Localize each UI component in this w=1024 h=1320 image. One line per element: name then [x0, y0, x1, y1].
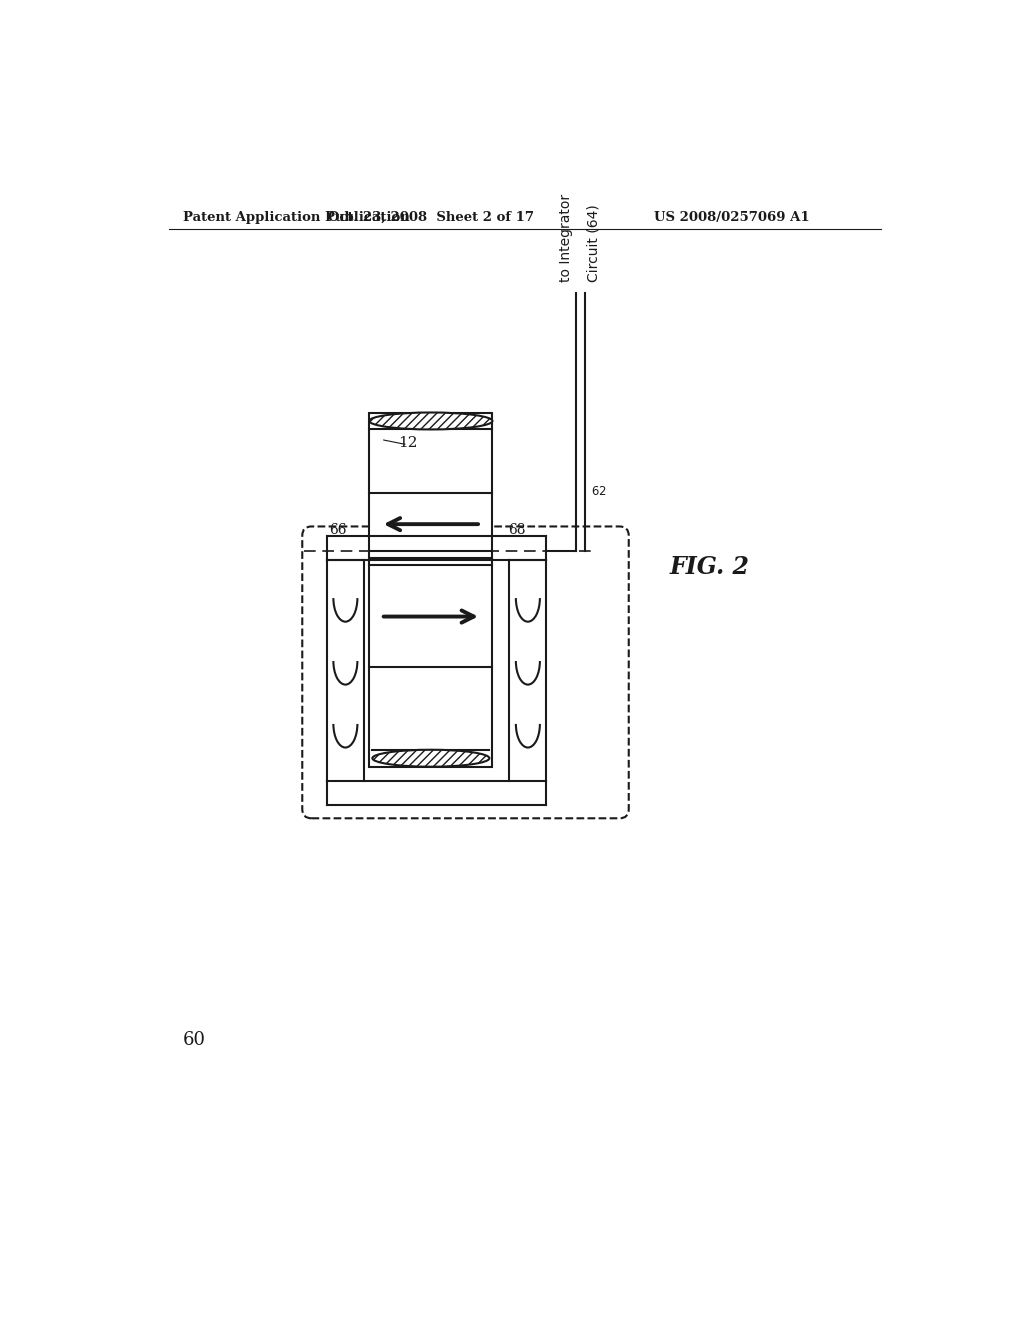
Text: 66: 66 [330, 523, 347, 537]
Text: to Integrator: to Integrator [558, 194, 572, 281]
Ellipse shape [373, 750, 489, 767]
Text: 68: 68 [508, 523, 525, 537]
Text: Circuit (64): Circuit (64) [587, 203, 600, 281]
Text: 60: 60 [183, 1031, 206, 1049]
Text: 12: 12 [398, 436, 418, 450]
Ellipse shape [370, 412, 493, 429]
Bar [370, 413, 493, 767]
Text: FIG. 2: FIG. 2 [670, 554, 750, 578]
Text: Oct. 23, 2008  Sheet 2 of 17: Oct. 23, 2008 Sheet 2 of 17 [328, 211, 534, 224]
Text: Patent Application Publication: Patent Application Publication [183, 211, 410, 224]
Text: US 2008/0257069 A1: US 2008/0257069 A1 [654, 211, 810, 224]
Text: $\mathsf{_{62}}$: $\mathsf{_{62}}$ [591, 480, 607, 498]
